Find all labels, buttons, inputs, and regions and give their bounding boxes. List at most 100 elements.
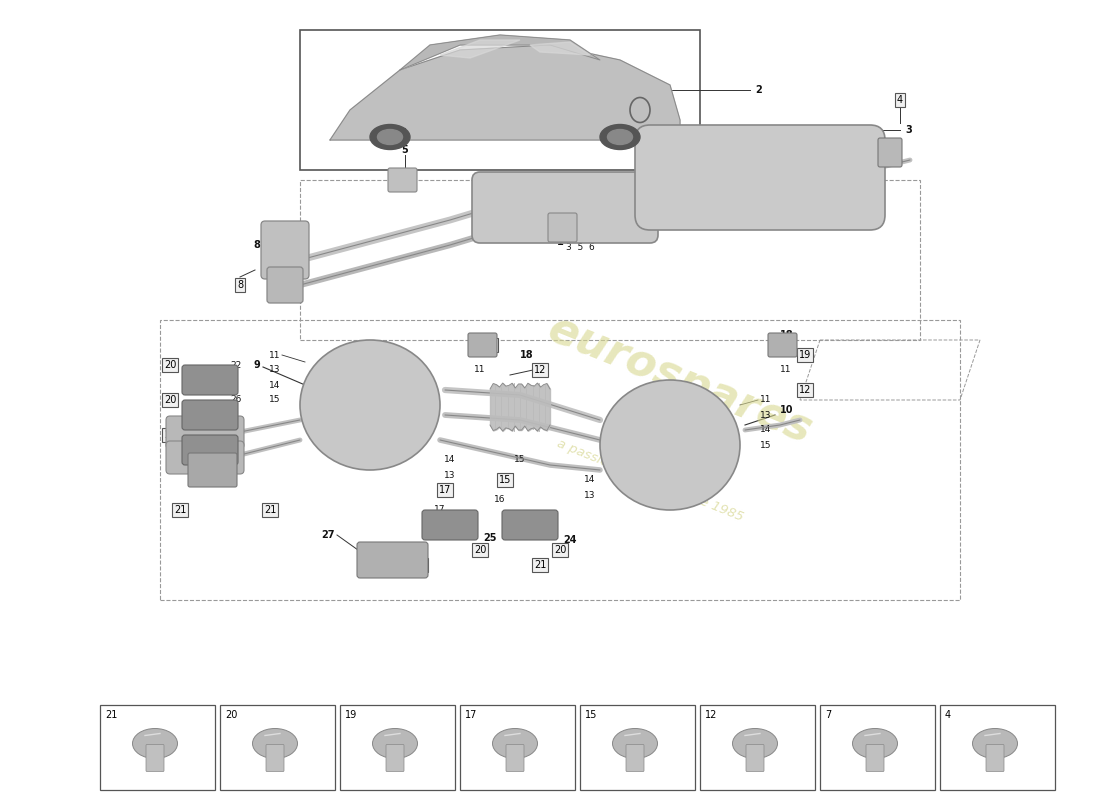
Text: 10: 10 [780,405,793,415]
Text: 6: 6 [570,232,576,242]
Bar [700,705,815,790]
Text: 8: 8 [236,280,243,290]
Bar [220,705,336,790]
Bar [820,705,935,790]
Text: 12: 12 [534,365,547,375]
FancyBboxPatch shape [267,267,303,303]
Text: 11: 11 [474,366,486,374]
Text: 3  5  6: 3 5 6 [565,242,594,251]
Text: 13: 13 [268,366,280,374]
Text: 13: 13 [760,410,771,419]
Text: 20: 20 [474,545,486,555]
Text: 11: 11 [268,350,280,359]
Ellipse shape [600,380,740,510]
FancyBboxPatch shape [746,745,764,771]
Text: 17: 17 [439,485,451,495]
Ellipse shape [600,125,640,150]
Text: 26: 26 [230,395,241,405]
Ellipse shape [733,729,778,758]
Ellipse shape [253,729,297,758]
Text: 7: 7 [397,130,403,140]
FancyBboxPatch shape [506,745,524,771]
FancyBboxPatch shape [878,138,902,167]
Text: 1: 1 [557,237,563,247]
Text: 18: 18 [780,330,793,340]
Text: 19: 19 [484,340,496,350]
Ellipse shape [132,729,177,758]
Text: 11: 11 [780,366,792,374]
FancyBboxPatch shape [266,745,284,771]
Text: 15: 15 [498,475,512,485]
Text: 24: 24 [563,535,576,545]
Text: 9: 9 [253,360,260,370]
Text: 20: 20 [226,710,238,720]
Text: 7: 7 [566,210,573,220]
FancyBboxPatch shape [358,542,428,578]
Polygon shape [530,42,590,55]
Bar [100,705,214,790]
Text: 22: 22 [230,361,241,370]
FancyBboxPatch shape [386,745,404,771]
FancyBboxPatch shape [182,400,238,430]
Text: 20: 20 [164,430,176,440]
Text: 4: 4 [896,95,903,105]
Text: 16: 16 [494,495,506,505]
Text: 13: 13 [444,470,455,479]
Bar [340,705,455,790]
Text: 21: 21 [264,505,276,515]
Bar [300,30,700,170]
Text: 21: 21 [174,505,186,515]
Polygon shape [330,45,680,140]
FancyBboxPatch shape [468,333,497,357]
Bar [160,320,960,600]
Text: 15: 15 [515,455,526,465]
Ellipse shape [852,729,898,758]
Text: eurospares: eurospares [541,307,818,453]
Text: 14: 14 [584,475,596,485]
Text: 17: 17 [465,710,477,720]
Text: 20: 20 [553,545,566,555]
Text: 17: 17 [434,506,446,514]
Bar [300,180,920,340]
FancyBboxPatch shape [146,745,164,771]
Ellipse shape [613,729,658,758]
Ellipse shape [972,729,1018,758]
FancyBboxPatch shape [635,125,886,230]
Text: 14: 14 [444,455,455,465]
FancyBboxPatch shape [768,333,798,357]
Polygon shape [440,40,520,58]
Text: 25: 25 [483,533,497,543]
Text: 7: 7 [825,710,832,720]
Text: 14: 14 [760,426,771,434]
Text: 2: 2 [755,85,761,95]
Text: 15: 15 [268,395,280,405]
Text: 4: 4 [945,710,952,720]
Text: 5: 5 [402,145,408,155]
Text: a passion for parts since 1985: a passion for parts since 1985 [554,437,745,523]
FancyBboxPatch shape [502,510,558,540]
Text: 21: 21 [414,560,426,570]
FancyBboxPatch shape [166,441,244,474]
Text: 14: 14 [268,381,280,390]
Ellipse shape [300,340,440,470]
Ellipse shape [493,729,538,758]
Text: 15: 15 [760,441,771,450]
Text: 19: 19 [345,710,358,720]
FancyBboxPatch shape [166,416,244,449]
Ellipse shape [607,130,632,145]
Text: 13: 13 [584,490,596,499]
Text: 3: 3 [905,125,912,135]
Text: 8: 8 [253,240,260,250]
Text: 18: 18 [520,350,534,360]
Text: 12: 12 [799,385,811,395]
FancyBboxPatch shape [182,365,238,395]
FancyBboxPatch shape [188,453,236,487]
Ellipse shape [370,125,410,150]
Bar [580,705,695,790]
FancyBboxPatch shape [388,168,417,192]
FancyBboxPatch shape [986,745,1004,771]
Text: 15: 15 [585,710,597,720]
FancyBboxPatch shape [261,221,309,279]
Text: 21: 21 [534,560,547,570]
FancyBboxPatch shape [866,745,884,771]
